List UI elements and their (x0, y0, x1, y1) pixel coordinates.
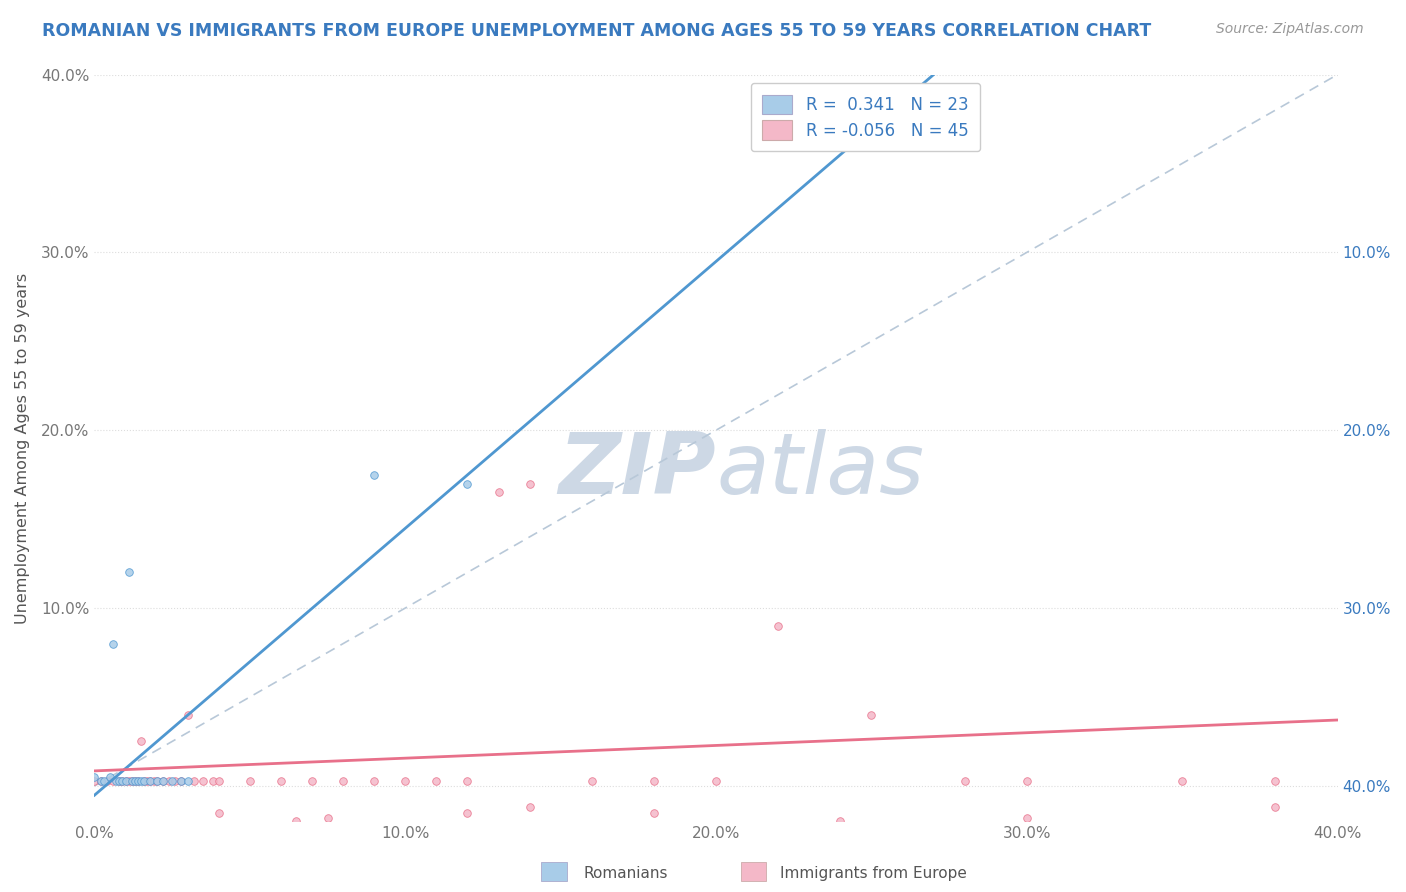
Point (201, 773, 224, 788)
Point (208, 773, 231, 788)
Point (488, 485, 510, 500)
Point (643, 773, 665, 788)
Point (456, 805, 478, 820)
Point (332, 773, 354, 788)
Point (316, 811, 339, 825)
Text: ROMANIAN VS IMMIGRANTS FROM EUROPE UNEMPLOYMENT AMONG AGES 55 TO 59 YEARS CORREL: ROMANIAN VS IMMIGRANTS FROM EUROPE UNEMP… (42, 22, 1152, 40)
Point (830, 814, 852, 829)
Point (301, 773, 323, 788)
Point (456, 773, 478, 788)
Point (177, 773, 200, 788)
Point (425, 773, 447, 788)
Point (766, 619, 789, 633)
Point (101, 637, 124, 651)
Point (124, 773, 146, 788)
Point (111, 773, 134, 788)
Point (254, 823, 277, 838)
Point (183, 773, 205, 788)
Text: atlas: atlas (716, 429, 924, 512)
Point (165, 773, 187, 788)
Point (129, 734, 152, 748)
Point (860, 707, 883, 722)
Point (519, 476, 541, 491)
Point (101, 773, 124, 788)
Point (363, 467, 385, 482)
Point (456, 476, 478, 491)
Point (394, 773, 416, 788)
Point (118, 773, 141, 788)
Point (285, 814, 308, 829)
Point (270, 773, 292, 788)
Point (114, 773, 136, 788)
Point (170, 773, 193, 788)
Point (134, 773, 156, 788)
Point (114, 773, 136, 788)
Legend: R =  0.341   N = 23, R = -0.056   N = 45: R = 0.341 N = 23, R = -0.056 N = 45 (751, 83, 980, 152)
Point (170, 773, 193, 788)
Point (160, 773, 183, 788)
Point (118, 566, 141, 580)
Point (953, 773, 976, 788)
Point (108, 773, 131, 788)
Point (136, 773, 159, 788)
Point (96, 773, 118, 788)
Point (1015, 773, 1038, 788)
Point (581, 773, 603, 788)
Point (152, 773, 174, 788)
Point (98, 770, 121, 784)
Point (193, 773, 215, 788)
Point (142, 773, 165, 788)
Text: ZIP: ZIP (558, 429, 716, 512)
Point (208, 805, 231, 820)
Y-axis label: Unemployment Among Ages 55 to 59 years: Unemployment Among Ages 55 to 59 years (15, 272, 30, 624)
Point (129, 773, 152, 788)
Point (121, 773, 143, 788)
Point (127, 773, 149, 788)
Point (139, 773, 162, 788)
Point (157, 773, 180, 788)
Text: Immigrants from Europe: Immigrants from Europe (780, 866, 967, 881)
Point (124, 773, 146, 788)
Point (145, 773, 167, 788)
Text: Romanians: Romanians (583, 866, 668, 881)
Point (105, 773, 128, 788)
Point (1171, 773, 1194, 788)
Point (1264, 800, 1286, 814)
Point (177, 707, 200, 722)
Point (121, 773, 143, 788)
Point (239, 773, 262, 788)
Point (134, 773, 156, 788)
Point (139, 773, 162, 788)
Point (519, 800, 541, 814)
Text: Source: ZipAtlas.com: Source: ZipAtlas.com (1216, 22, 1364, 37)
Point (90, 773, 112, 788)
Point (704, 773, 727, 788)
Point (108, 773, 131, 788)
Point (83, 773, 105, 788)
Point (127, 773, 149, 788)
Point (111, 773, 134, 788)
Point (1264, 773, 1286, 788)
Point (145, 773, 167, 788)
Point (90, 773, 112, 788)
Point (363, 773, 385, 788)
Point (1015, 811, 1038, 825)
Point (152, 773, 174, 788)
Point (93, 773, 115, 788)
Point (83, 770, 105, 784)
Point (643, 805, 665, 820)
